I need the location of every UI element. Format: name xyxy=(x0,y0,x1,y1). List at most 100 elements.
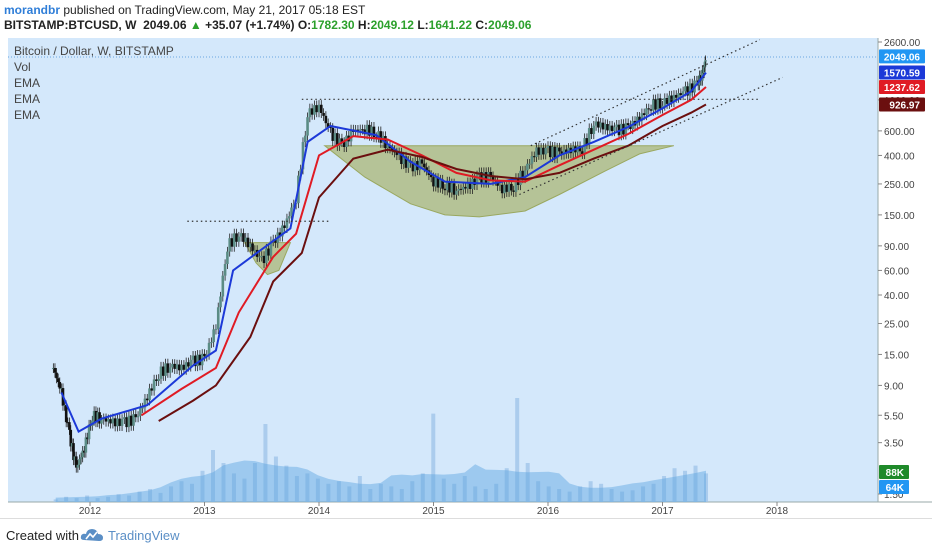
candle-body xyxy=(379,131,383,143)
candle-body xyxy=(203,353,206,357)
candle-body xyxy=(703,61,707,67)
candle-body xyxy=(157,378,160,381)
volume-bar xyxy=(473,486,478,502)
volume-bar xyxy=(116,494,121,502)
candle-body xyxy=(96,412,100,423)
candle-body xyxy=(448,181,451,193)
tradingview-logo-text[interactable]: TradingView xyxy=(108,528,180,543)
candle-body xyxy=(672,94,676,103)
candle-body xyxy=(87,424,91,440)
volume-bar xyxy=(252,463,257,502)
candle-body xyxy=(544,148,548,155)
price-chart[interactable]: 2600.001000.00600.00400.00250.00150.0090… xyxy=(0,36,932,518)
candle-body xyxy=(237,236,241,242)
y-tick-label: 25.00 xyxy=(884,319,909,330)
volume-bar xyxy=(641,486,646,502)
up-arrow-icon: ▲ xyxy=(189,18,202,32)
volume-bar xyxy=(389,486,394,502)
tradingview-cloud-icon[interactable] xyxy=(80,527,104,543)
candle-body xyxy=(113,418,117,427)
candle-body xyxy=(132,414,135,426)
volume-bar xyxy=(200,470,205,502)
candle-body xyxy=(491,176,495,181)
price-label-badge xyxy=(879,79,925,94)
y-tick-label: 600.00 xyxy=(884,127,915,138)
candle-body xyxy=(429,174,433,178)
close-value: 2049.06 xyxy=(488,18,532,32)
candle-body xyxy=(73,456,77,461)
candle-body xyxy=(143,398,147,408)
candle-body xyxy=(98,412,101,424)
candle-body xyxy=(528,163,531,165)
candle-body xyxy=(507,183,511,192)
candle-body xyxy=(246,237,250,248)
y-tick-label: 90.00 xyxy=(884,242,909,253)
candle-body xyxy=(230,238,234,247)
volume-bar xyxy=(578,486,583,502)
candle-body xyxy=(663,98,667,106)
candle-body xyxy=(361,129,364,131)
candle-body xyxy=(684,86,687,92)
trend-line xyxy=(519,76,783,196)
y-tick-label: 9.00 xyxy=(884,381,904,392)
candle-body xyxy=(610,125,614,132)
price-change: +35.07 (+1.74%) xyxy=(205,18,295,32)
candle-body xyxy=(365,124,369,135)
candle-body xyxy=(86,437,89,440)
volume-bar xyxy=(515,398,520,502)
candle-body xyxy=(118,418,122,426)
time-axis[interactable]: 2012 2013 2014 2015 2016 2017 2018 xyxy=(79,502,789,517)
price-label-text: 1570.59 xyxy=(884,69,921,80)
candle-body xyxy=(116,418,119,427)
x-tick-label: 2014 xyxy=(308,506,331,517)
candle-body xyxy=(484,172,488,183)
candle-body xyxy=(336,133,339,146)
volume-bar xyxy=(588,481,593,502)
volume-label-badge xyxy=(879,465,909,479)
volume-bar xyxy=(452,483,457,502)
candle-body xyxy=(567,147,570,154)
footer: Created with TradingView xyxy=(0,518,932,551)
candle-body xyxy=(645,108,648,116)
candle-body xyxy=(498,184,502,186)
candle-body xyxy=(274,239,277,243)
candle-body xyxy=(450,183,454,193)
high-label: H: xyxy=(357,18,371,32)
candle-body xyxy=(629,125,632,130)
volume-bar xyxy=(546,486,551,502)
candle-body xyxy=(535,147,538,157)
candle-body xyxy=(308,108,312,118)
open-value: 1782.30 xyxy=(311,18,355,32)
candle-body xyxy=(178,364,181,371)
candle-body xyxy=(175,364,179,369)
volume-bar xyxy=(284,465,289,502)
x-tick-label: 2017 xyxy=(651,506,674,517)
candle-body xyxy=(161,366,165,376)
candle-body xyxy=(310,108,314,115)
candle-body xyxy=(487,171,490,183)
volume-bar xyxy=(357,476,362,502)
volume-bar xyxy=(620,491,625,502)
volume-bar xyxy=(106,496,111,502)
candle-body xyxy=(443,188,447,191)
candle-body xyxy=(439,179,442,188)
volume-bar xyxy=(599,483,604,502)
ema-line-1 xyxy=(60,71,707,434)
candle-body xyxy=(466,182,470,189)
author-link[interactable]: morandbr xyxy=(4,3,61,17)
candle-body xyxy=(331,127,335,141)
volume-bar xyxy=(504,468,509,502)
candle-body xyxy=(228,238,231,252)
candle-body xyxy=(66,422,70,424)
candle-body xyxy=(166,363,170,373)
candle-body xyxy=(253,249,257,252)
candle-body xyxy=(638,116,641,121)
candle-body xyxy=(189,359,193,367)
candle-body xyxy=(358,129,362,131)
candle-body xyxy=(455,190,458,195)
volume-label-text: 64K xyxy=(886,483,905,494)
candle-body xyxy=(510,183,513,191)
publish-line: morandbr published on TradingView.com, M… xyxy=(4,3,365,17)
candle-body xyxy=(505,184,509,192)
volume-bar xyxy=(368,489,373,502)
